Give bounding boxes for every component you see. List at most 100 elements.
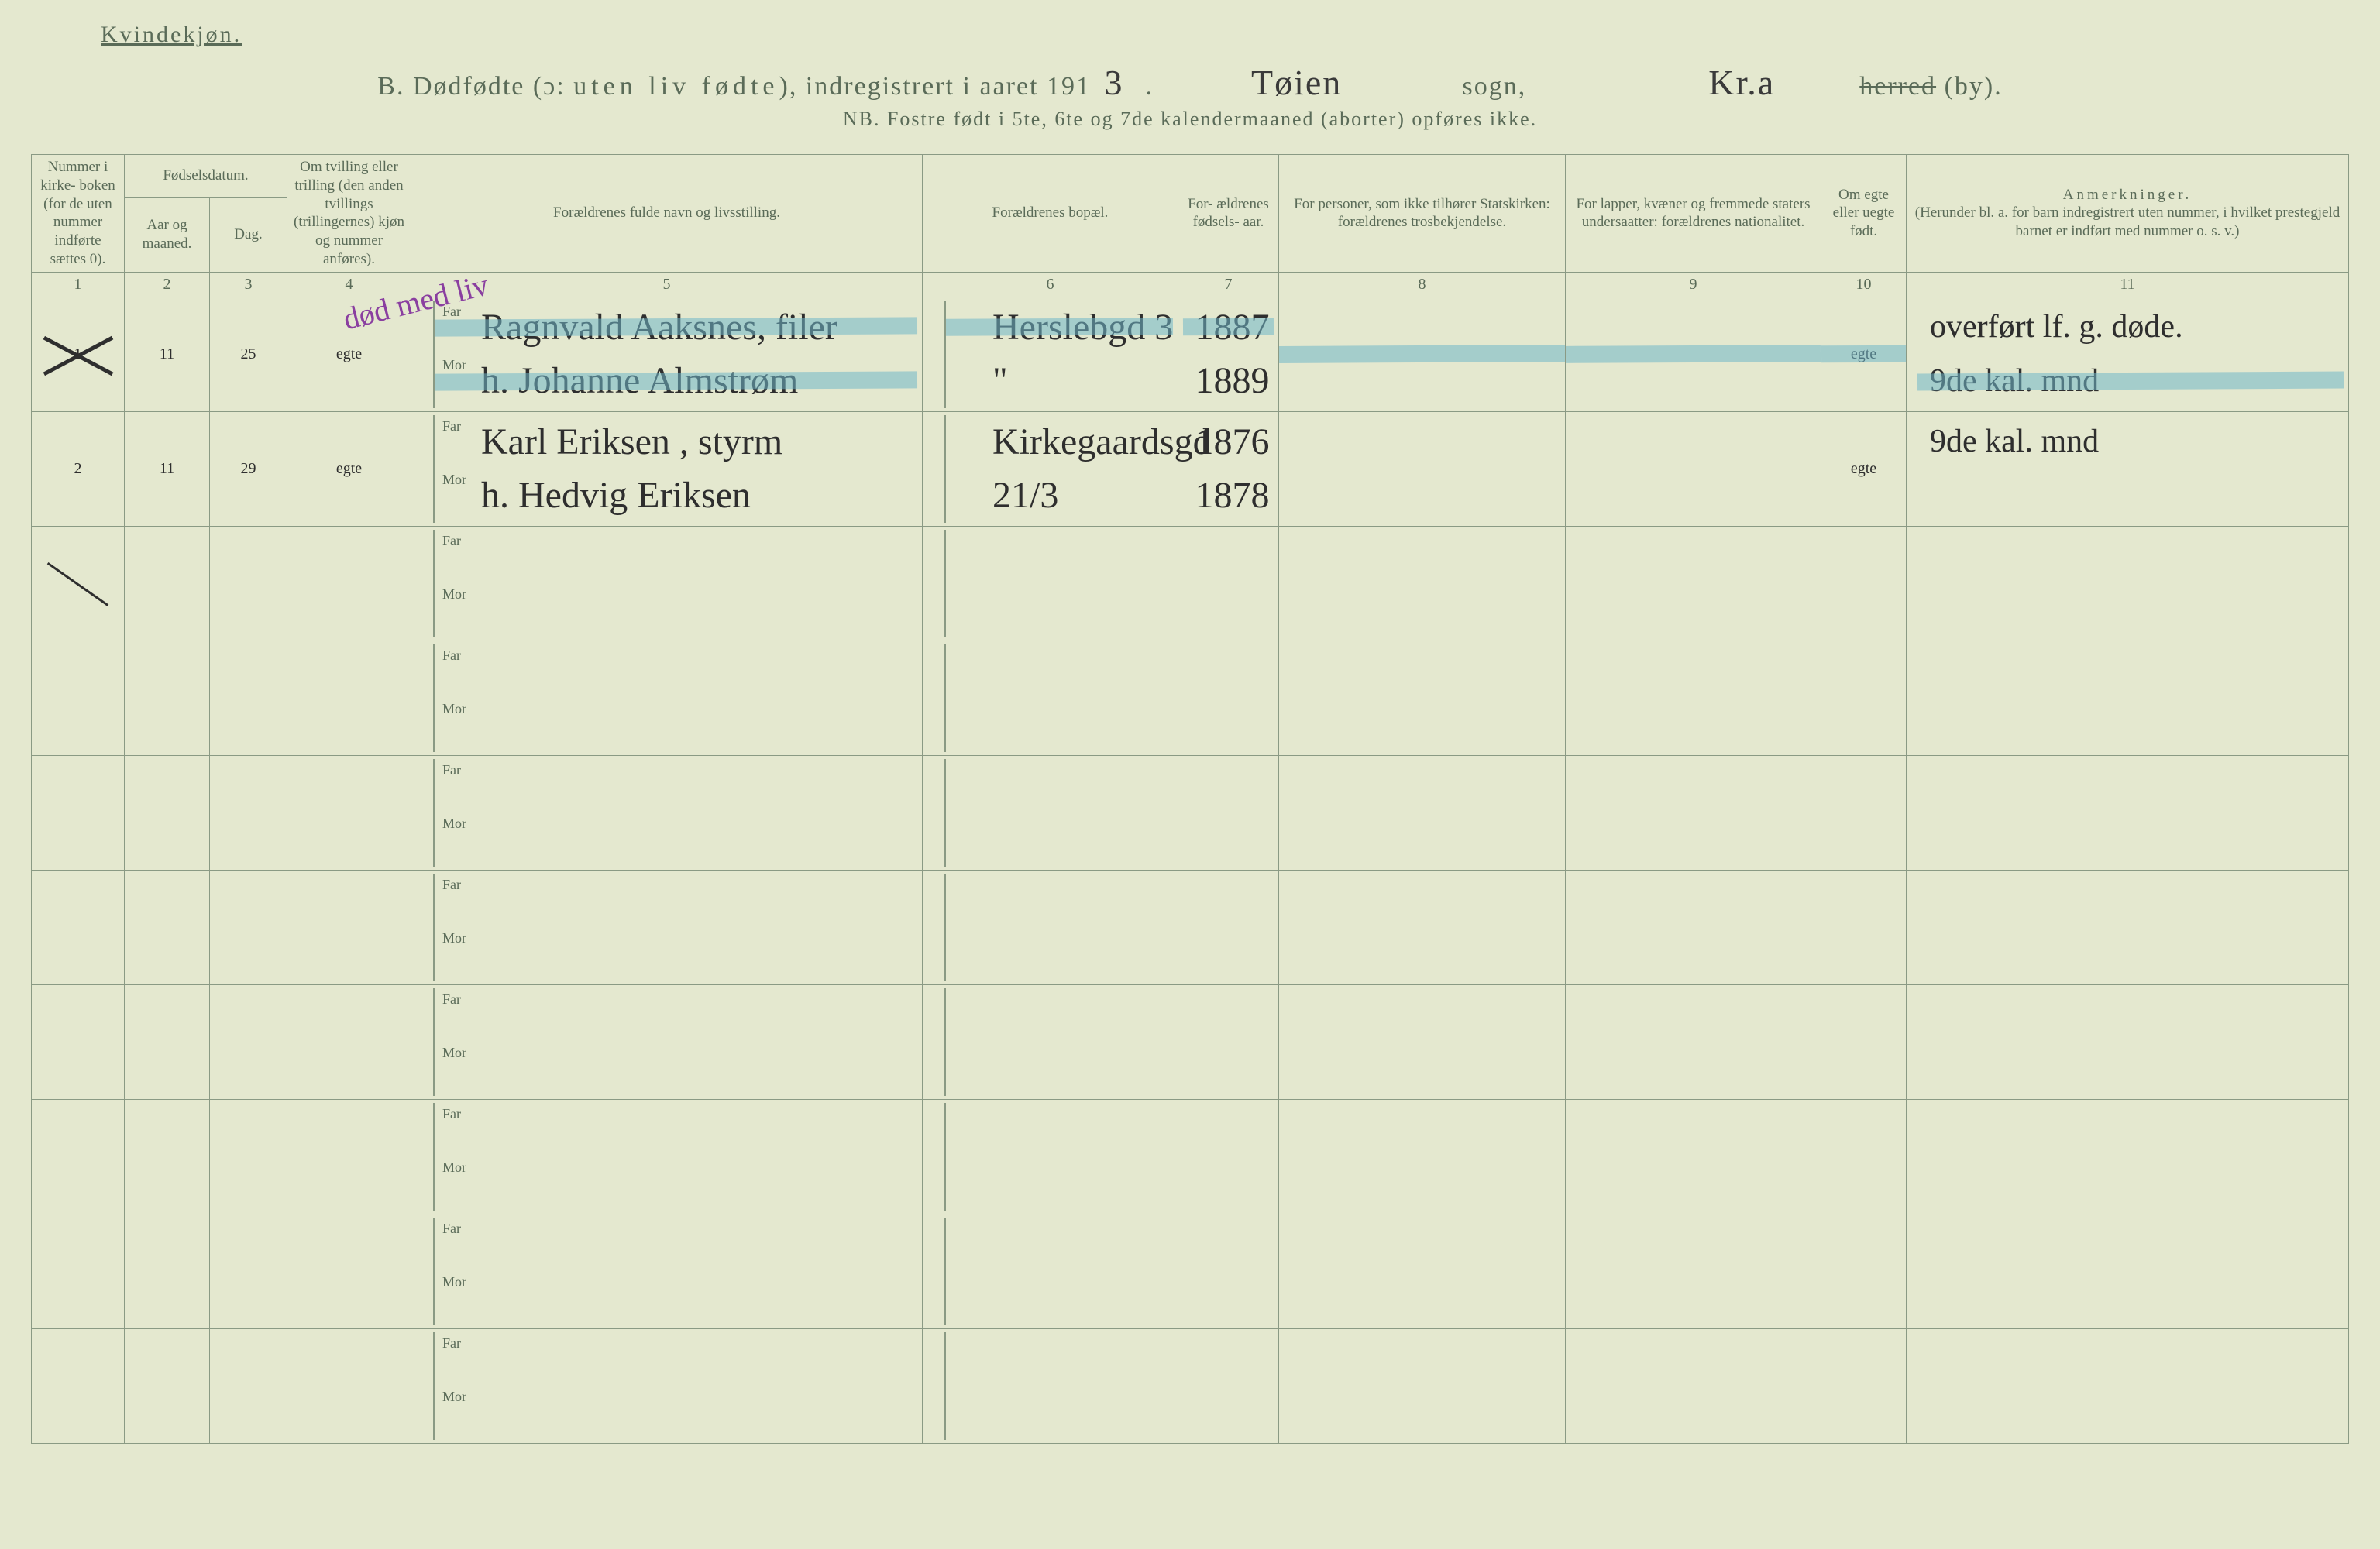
table-row: FarMor <box>32 526 2349 641</box>
mor-label: Mor <box>442 1159 466 1176</box>
colnum-1: 1 <box>32 272 125 297</box>
remarks-top: overført lf. g. døde. <box>1930 308 2183 345</box>
cell-residence: Herslebgd 3" <box>923 297 1178 411</box>
cell-legitimate <box>1821 984 1907 1099</box>
table-row: FarMor <box>32 1328 2349 1443</box>
col-6-header: Forældrenes bopæl. <box>923 155 1178 273</box>
cell-number <box>32 1099 125 1214</box>
title-prefix: B. Dødfødte (ɔ: <box>377 72 573 101</box>
cell-remarks <box>1907 755 2349 870</box>
cell-parents: FarMor <box>411 1214 923 1328</box>
cell-birthyear <box>1178 1214 1279 1328</box>
far-label: Far <box>442 1335 461 1352</box>
table-row: 11125egtedød med livFarRagnvald Aaksnes,… <box>32 297 2349 411</box>
father-name: Karl Eriksen , styrm <box>481 421 782 463</box>
cell-remarks <box>1907 641 2349 755</box>
cell-remarks <box>1907 1099 2349 1214</box>
cell-number: 2 <box>32 411 125 526</box>
cell-number <box>32 755 125 870</box>
cell-number: 1 <box>32 297 125 411</box>
cell-parents: FarMor <box>411 1328 923 1443</box>
cell-religion <box>1279 1214 1566 1328</box>
cell-remarks <box>1907 526 2349 641</box>
cell-legitimate: egte <box>1821 411 1907 526</box>
cell-twin <box>287 1214 411 1328</box>
father-name: Ragnvald Aaksnes, filer <box>481 306 837 349</box>
col-8-header: For personer, som ikke tilhører Statskir… <box>1279 155 1566 273</box>
cell-twin <box>287 641 411 755</box>
col-2b-header: Dag. <box>210 197 287 272</box>
far-label: Far <box>442 991 461 1008</box>
form-title: B. Dødfødte (ɔ: uten liv fødte), indregi… <box>31 62 2349 103</box>
colnum-8: 8 <box>1279 272 1566 297</box>
cell-twin: egte <box>287 411 411 526</box>
cell-day <box>210 984 287 1099</box>
colnum-2: 2 <box>125 272 210 297</box>
residence-bot: 21/3 <box>992 474 1058 517</box>
cell-year-month: 11 <box>125 411 210 526</box>
gender-heading: Kvindekjøn. <box>101 22 2349 48</box>
table-row: 21129egteFarKarl Eriksen , styrmMorh. He… <box>32 411 2349 526</box>
remarks-bot: 9de kal. mnd <box>1930 362 2099 400</box>
cell-residence <box>923 526 1178 641</box>
cell-remarks: overført lf. g. døde. 9de kal. mnd <box>1907 297 2349 411</box>
far-label: Far <box>442 418 461 434</box>
cell-nationality <box>1566 1328 1821 1443</box>
cell-birthyear: 18871889 <box>1178 297 1279 411</box>
cell-number <box>32 984 125 1099</box>
cell-religion <box>1279 526 1566 641</box>
cell-birthyear <box>1178 526 1279 641</box>
colnum-7: 7 <box>1178 272 1279 297</box>
cell-birthyear <box>1178 755 1279 870</box>
cell-day <box>210 526 287 641</box>
cell-year-month <box>125 984 210 1099</box>
cell-number <box>32 1214 125 1328</box>
birthyear-bot: 1878 <box>1195 474 1270 517</box>
far-label: Far <box>442 877 461 893</box>
col-11-header: Anmerkninger. (Herunder bl. a. for barn … <box>1907 155 2349 273</box>
cell-nationality <box>1566 1214 1821 1328</box>
cell-birthyear: 18761878 <box>1178 411 1279 526</box>
col-5-header: Forældrenes fulde navn og livsstilling. <box>411 155 923 273</box>
cell-year-month <box>125 870 210 984</box>
mor-label: Mor <box>442 816 466 832</box>
cell-twin <box>287 984 411 1099</box>
cell-year-month <box>125 1099 210 1214</box>
cell-day <box>210 755 287 870</box>
colnum-3: 3 <box>210 272 287 297</box>
cell-twin <box>287 1099 411 1214</box>
cell-legitimate <box>1821 641 1907 755</box>
cell-legitimate <box>1821 755 1907 870</box>
col-1-header: Nummer i kirke- boken (for de uten numme… <box>32 155 125 273</box>
herred-struck: herred <box>1859 72 1936 101</box>
cell-religion <box>1279 870 1566 984</box>
cell-religion <box>1279 1099 1566 1214</box>
col-7-header: For- ældrenes fødsels- aar. <box>1178 155 1279 273</box>
mother-name: h. Johanne Almstrøm <box>481 359 798 402</box>
cell-legitimate <box>1821 1328 1907 1443</box>
cell-parents: død med livFarRagnvald Aaksnes, filerMor… <box>411 297 923 411</box>
cell-parents: FarMor <box>411 526 923 641</box>
sogn-label: sogn, <box>1463 72 1527 101</box>
mor-label: Mor <box>442 472 466 488</box>
col-11-sub: (Herunder bl. a. for barn indregistrert … <box>1915 204 2340 239</box>
cell-residence <box>923 755 1178 870</box>
cell-year-month <box>125 1214 210 1328</box>
cell-religion <box>1279 297 1566 411</box>
title-spaced: uten liv fødte <box>573 72 779 101</box>
mor-label: Mor <box>442 930 466 946</box>
cell-birthyear <box>1178 984 1279 1099</box>
far-label: Far <box>442 1106 461 1122</box>
cell-parents: Far Mor <box>411 1099 923 1214</box>
residence-top: Herslebgd 3 <box>992 306 1173 349</box>
cell-legitimate <box>1821 526 1907 641</box>
colnum-9: 9 <box>1566 272 1821 297</box>
table-header: Nummer i kirke- boken (for de uten numme… <box>32 155 2349 297</box>
colnum-11: 11 <box>1907 272 2349 297</box>
cell-birthyear <box>1178 1328 1279 1443</box>
table-row: FarMor <box>32 984 2349 1099</box>
cell-birthyear <box>1178 641 1279 755</box>
cell-remarks <box>1907 1214 2349 1328</box>
cell-residence <box>923 1214 1178 1328</box>
cell-legitimate <box>1821 1214 1907 1328</box>
